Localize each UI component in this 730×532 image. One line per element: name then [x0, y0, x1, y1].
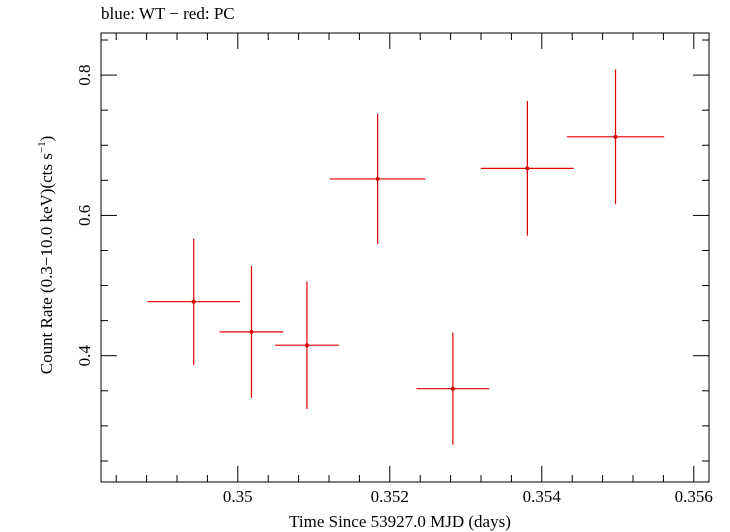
data-point [275, 281, 339, 410]
x-tick-label: 0.35 [223, 487, 253, 506]
chart-title: blue: WT − red: PC [101, 4, 235, 23]
point-marker [375, 176, 380, 181]
point-marker [304, 343, 309, 348]
data-point [219, 265, 284, 398]
point-marker [450, 386, 455, 391]
y-tick-label: 0.4 [75, 345, 94, 367]
x-tick-label: 0.356 [675, 487, 713, 506]
data-point [416, 332, 490, 445]
data-point [147, 238, 241, 365]
point-marker [249, 329, 254, 334]
y-tick-label: 0.8 [75, 64, 94, 85]
axis-tick-labels: 0.35 0.352 0.354 0.356 0.4 0.6 0.8 [75, 64, 713, 506]
y-axis-label-main: Count Rate (0.3−10.0 keV)(cts s [37, 153, 56, 374]
data-points [147, 69, 665, 445]
data-point [329, 113, 426, 245]
x-tick-label: 0.354 [523, 487, 562, 506]
point-marker [525, 166, 530, 171]
plot-frame [100, 32, 710, 483]
data-point [566, 69, 665, 205]
y-axis-label-tail: ) [37, 136, 56, 142]
y-axis-label: Count Rate (0.3−10.0 keV)(cts s−1) [36, 136, 56, 375]
x-tick-label: 0.352 [371, 487, 409, 506]
x-axis-label: Time Since 53927.0 MJD (days) [289, 512, 511, 531]
point-marker [191, 299, 196, 304]
point-marker [613, 134, 618, 139]
data-point [481, 101, 574, 236]
axis-ticks [101, 33, 709, 482]
y-tick-label: 0.6 [75, 205, 94, 226]
y-axis-label-sup: −1 [36, 141, 48, 153]
